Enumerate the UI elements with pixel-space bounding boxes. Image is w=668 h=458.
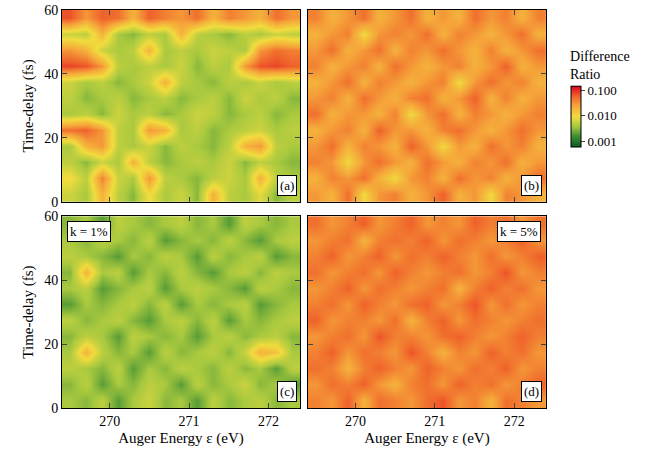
svg-text:40: 40 <box>44 67 58 82</box>
svg-text:Auger Energy ε (eV): Auger Energy ε (eV) <box>118 430 244 447</box>
svg-text:Auger Energy ε (eV): Auger Energy ε (eV) <box>364 430 490 447</box>
svg-text:0.100: 0.100 <box>588 83 617 98</box>
svg-text:20: 20 <box>44 337 58 352</box>
svg-text:270: 270 <box>345 414 366 429</box>
svg-text:40: 40 <box>44 273 58 288</box>
svg-text:Time-delay (fs): Time-delay (fs) <box>20 59 37 152</box>
svg-text:60: 60 <box>44 209 58 224</box>
svg-text:(a): (a) <box>280 178 294 193</box>
svg-text:Time-delay (fs): Time-delay (fs) <box>20 265 37 358</box>
svg-text:DifferenceRatio: DifferenceRatio <box>570 49 630 82</box>
svg-text:(c): (c) <box>280 384 294 399</box>
svg-text:(b): (b) <box>524 178 539 193</box>
svg-text:271: 271 <box>424 414 445 429</box>
svg-text:270: 270 <box>99 414 120 429</box>
svg-text:k = 1%: k = 1% <box>70 224 108 239</box>
svg-text:60: 60 <box>44 3 58 18</box>
svg-text:272: 272 <box>504 414 525 429</box>
svg-text:0.001: 0.001 <box>588 134 617 149</box>
svg-text:0.010: 0.010 <box>588 108 617 123</box>
svg-text:271: 271 <box>179 414 200 429</box>
svg-text:0: 0 <box>51 401 58 416</box>
svg-text:20: 20 <box>44 131 58 146</box>
svg-text:k = 5%: k = 5% <box>500 224 538 239</box>
svg-text:(d): (d) <box>524 384 539 399</box>
svg-text:0: 0 <box>51 195 58 210</box>
svg-text:272: 272 <box>258 414 279 429</box>
